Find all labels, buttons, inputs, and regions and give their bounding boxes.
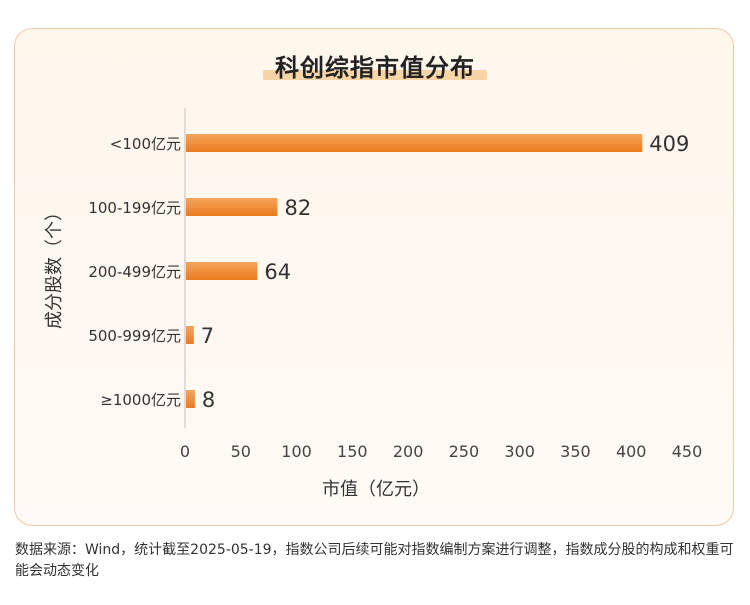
y-category-label-1: 100-199亿元 (88, 199, 181, 217)
x-tick-label-9: 450 (672, 442, 703, 461)
bar-4 (186, 390, 195, 408)
chart-title: 科创综指市值分布 (263, 48, 487, 83)
y-axis-label: 成分股数（个） (44, 203, 65, 329)
y-category-label-3: 500-999亿元 (88, 327, 181, 345)
x-tick-label-3: 150 (337, 442, 368, 461)
bar-3 (186, 326, 194, 344)
y-categories-group: <100亿元 100-199亿元 200-499亿元 500-999亿元 ≥1000亿元 (88, 135, 181, 409)
x-tick-label-6: 300 (504, 442, 535, 461)
x-tick-label-5: 250 (449, 442, 480, 461)
footnote: 数据来源：Wind，统计截至2025-05-19，指数公司后续可能对指数编制方案… (15, 542, 734, 579)
chart-card (14, 28, 734, 526)
bar-2 (186, 262, 258, 280)
x-tick-label-8: 400 (616, 442, 647, 461)
y-category-label-0: <100亿元 (110, 135, 181, 153)
x-axis-label: 市值（亿元） (322, 479, 430, 500)
bar-value-label-4: 8 (202, 388, 215, 412)
bar-value-label-2: 64 (264, 260, 291, 284)
y-category-label-4: ≥1000亿元 (100, 391, 181, 409)
x-tick-label-7: 350 (560, 442, 591, 461)
chart-title-wrap: 科创综指市值分布 (0, 48, 750, 83)
x-tick-label-4: 200 (393, 442, 424, 461)
bar-value-label-3: 7 (201, 324, 214, 348)
bar-0 (186, 134, 643, 152)
y-category-label-2: 200-499亿元 (88, 263, 181, 281)
bar-value-label-0: 409 (649, 132, 689, 156)
bar-1 (186, 198, 278, 216)
x-ticks-group: 0 50 100 150 200 250 300 350 400 450 (180, 442, 702, 461)
x-tick-label-0: 0 (180, 442, 190, 461)
bar-value-label-1: 82 (284, 196, 311, 220)
x-tick-label-2: 100 (281, 442, 312, 461)
x-tick-label-1: 50 (231, 442, 251, 461)
bars-group: 409 82 64 7 8 (186, 132, 689, 412)
